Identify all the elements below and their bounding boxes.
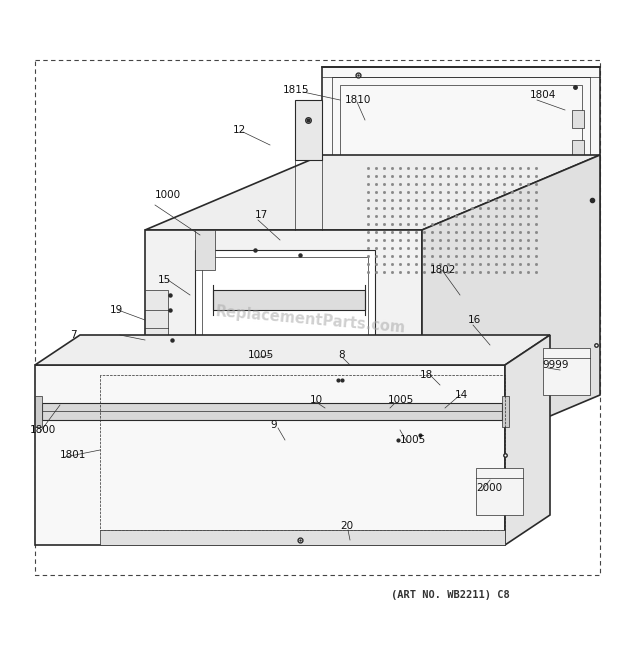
Text: 1801: 1801 xyxy=(60,450,86,460)
Text: 1005: 1005 xyxy=(400,435,427,445)
Text: 8: 8 xyxy=(338,350,345,360)
Polygon shape xyxy=(213,290,365,310)
Polygon shape xyxy=(42,403,502,420)
Text: 9999: 9999 xyxy=(542,360,569,370)
Text: 7: 7 xyxy=(70,330,77,340)
Polygon shape xyxy=(502,396,509,427)
Polygon shape xyxy=(505,335,550,545)
Polygon shape xyxy=(295,100,322,160)
Text: 1800: 1800 xyxy=(30,425,56,435)
Text: 1005: 1005 xyxy=(388,395,414,405)
Polygon shape xyxy=(35,365,505,545)
Bar xyxy=(572,170,584,188)
Polygon shape xyxy=(422,155,600,470)
Text: (ART NO. WB2211) C8: (ART NO. WB2211) C8 xyxy=(391,590,510,600)
Polygon shape xyxy=(145,155,600,230)
Text: 15: 15 xyxy=(158,275,171,285)
Polygon shape xyxy=(35,396,42,427)
Text: 14: 14 xyxy=(455,390,468,400)
Polygon shape xyxy=(145,230,422,470)
Bar xyxy=(572,200,584,218)
Polygon shape xyxy=(100,530,505,545)
Polygon shape xyxy=(476,468,523,515)
Polygon shape xyxy=(345,400,430,415)
Text: 2000: 2000 xyxy=(476,483,502,493)
Text: 9: 9 xyxy=(270,420,277,430)
Bar xyxy=(572,110,584,128)
Polygon shape xyxy=(543,348,590,395)
Polygon shape xyxy=(195,250,375,400)
Text: 17: 17 xyxy=(255,210,268,220)
Polygon shape xyxy=(360,160,540,275)
Polygon shape xyxy=(345,350,430,365)
Text: 1005: 1005 xyxy=(248,350,274,360)
Text: 1804: 1804 xyxy=(530,90,556,100)
Text: 16: 16 xyxy=(468,315,481,325)
Text: 12: 12 xyxy=(233,125,246,135)
Polygon shape xyxy=(395,370,440,430)
Text: 1802: 1802 xyxy=(430,265,456,275)
Text: 19: 19 xyxy=(110,305,123,315)
Text: 1815: 1815 xyxy=(283,85,309,95)
Polygon shape xyxy=(35,335,550,365)
Text: 10: 10 xyxy=(310,395,323,405)
Text: ReplacementParts.com: ReplacementParts.com xyxy=(214,304,406,336)
Text: 20: 20 xyxy=(340,521,353,531)
Text: 1810: 1810 xyxy=(345,95,371,105)
Polygon shape xyxy=(185,340,310,358)
Bar xyxy=(572,230,584,248)
Text: 18: 18 xyxy=(420,370,433,380)
Bar xyxy=(572,260,584,278)
Bar xyxy=(572,140,584,158)
Polygon shape xyxy=(145,290,168,345)
Polygon shape xyxy=(322,67,600,315)
Polygon shape xyxy=(195,230,215,270)
Polygon shape xyxy=(310,385,345,415)
Text: 1000: 1000 xyxy=(155,190,181,200)
